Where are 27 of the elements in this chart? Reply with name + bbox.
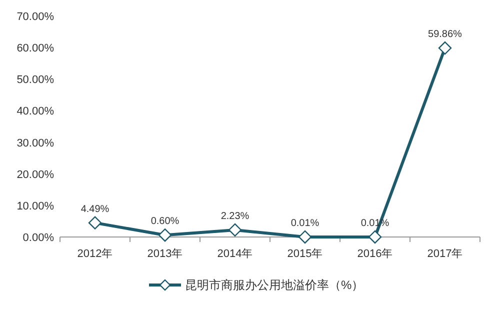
- y-tick-label: 30.00%: [16, 137, 54, 150]
- legend: 昆明市商服办公用地溢价率（%）: [149, 278, 364, 292]
- data-label: 4.49%: [80, 204, 110, 215]
- x-tick-label: 2014年: [217, 248, 253, 260]
- y-tick-label: 0.00%: [22, 232, 54, 244]
- y-tick-label: 10.00%: [16, 200, 54, 212]
- data-label: 2.23%: [220, 210, 250, 222]
- y-tick-label: 50.00%: [16, 74, 54, 86]
- point: [88, 216, 102, 230]
- x-tick-label: 2017年: [427, 248, 463, 260]
- x-tick-label: 2013年: [147, 248, 183, 260]
- data-label: 0.60%: [150, 216, 180, 228]
- point: [368, 230, 382, 244]
- y-tick-label: 70.00%: [16, 11, 54, 23]
- legend-label: 昆明市商服办公用地溢价率（%）: [185, 278, 364, 292]
- point: [158, 228, 172, 242]
- point: [438, 41, 452, 55]
- y-tick-label: 20.00%: [16, 168, 54, 181]
- data-label: 0.01%: [290, 218, 320, 229]
- y-tick-label: 40.00%: [16, 106, 54, 118]
- x-tick-label: 2015年: [287, 248, 323, 260]
- point: [228, 223, 242, 237]
- point: [298, 230, 312, 244]
- data-label: 59.86%: [428, 29, 462, 40]
- x-tick-label: 2012年: [77, 248, 113, 260]
- x-tick-label: 2016年: [357, 248, 393, 260]
- y-tick-label: 60.00%: [16, 42, 54, 55]
